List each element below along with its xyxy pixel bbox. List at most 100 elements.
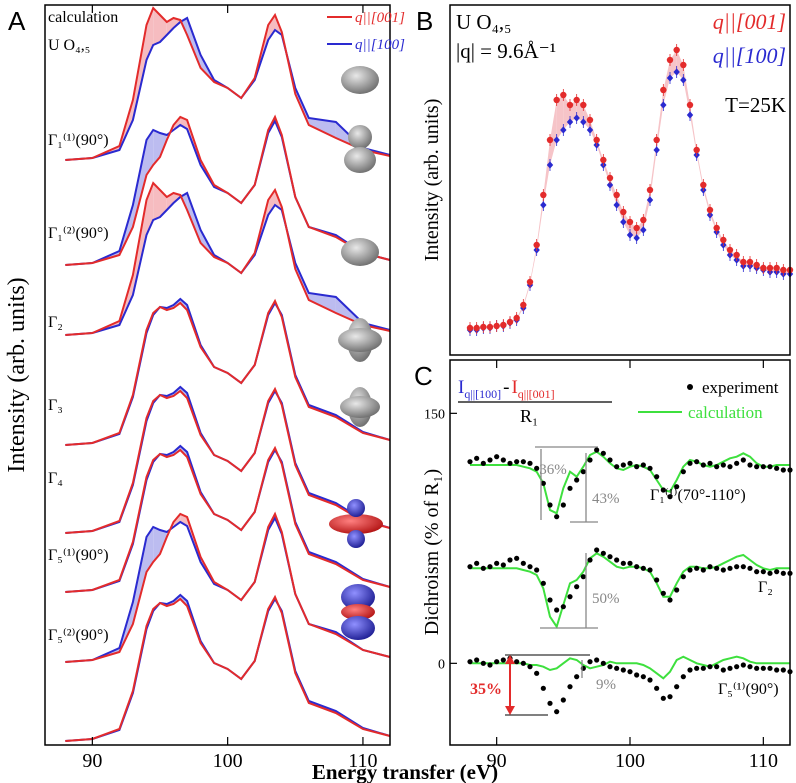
data-point [647,677,653,683]
legend-label: q||[001] [355,10,405,26]
data-point [740,662,746,668]
data-point [553,96,560,104]
data-point [580,469,586,475]
data-point [620,208,627,216]
formula-part: - [503,377,509,398]
curve-label: Γ₂ [758,579,773,596]
difference-fill [268,15,275,40]
data-point [614,665,620,671]
data-point [487,564,493,570]
data-point [547,502,553,508]
data-point [514,659,520,665]
data-point [646,196,654,204]
data-point [547,597,553,603]
orbital-icon [338,328,382,352]
data-point [573,96,580,104]
data-point [540,201,547,209]
data-point [594,547,600,553]
difference-fill [146,527,154,572]
data-point [607,554,613,560]
data-point [580,101,587,109]
data-point [527,664,533,670]
curve-label: Γ₄ [48,470,63,487]
difference-fill [550,100,557,165]
data-point [720,462,726,468]
data-point [546,136,554,144]
data-point [674,684,680,690]
data-point [627,560,633,566]
data-point [634,464,640,470]
curve-label: Γ₅⁽¹⁾(90°) [48,547,109,564]
annotation: 50% [592,591,620,607]
difference-fill [543,140,550,205]
data-point [667,597,673,603]
difference-fill [166,193,174,210]
data-point [613,201,620,209]
data-point [467,564,473,570]
data-point [513,314,520,322]
difference-fill [160,190,167,217]
data-point [574,584,580,590]
data-point [654,474,660,480]
data-point [727,665,733,671]
data-point [500,457,506,463]
legend-label: experiment [702,378,779,397]
data-point [700,665,706,671]
data-point [727,565,733,571]
data-point [540,480,546,486]
data-point [714,565,720,571]
data-point [480,660,486,666]
legend-label: q||[001] [713,9,786,34]
data-point [687,567,693,573]
data-point [600,156,607,164]
data-point [606,181,614,189]
curve-label: Γ₁⁽¹⁾(70°-110°) [650,487,746,504]
data-point [480,565,486,571]
data-point [700,567,706,573]
data-point [467,659,473,665]
data-point [620,560,626,566]
data-point [494,659,500,665]
curve-label: Γ₁⁽¹⁾(90°) [48,132,109,149]
data-point [560,502,566,508]
annotation: U O₄,₅ [456,10,511,34]
data-point [734,564,740,570]
data-point [494,560,500,566]
curve [65,16,391,161]
data-point [534,670,540,676]
data-point [640,674,646,680]
data-point [726,246,734,254]
data-point [567,594,573,600]
panel-a-frame [44,4,391,746]
data-point [760,665,766,671]
data-point [700,462,706,468]
difference-fill [610,178,617,205]
data-point [740,564,746,570]
orbital-icon [340,396,380,418]
data-point [640,216,647,224]
data-point [647,567,653,573]
data-point [560,697,566,703]
orbital-icon [347,530,365,548]
difference-fill [153,183,160,220]
panel-b-frame [449,4,791,356]
formula-numerator: Iq||[100] - Iq||[001] [458,377,555,401]
data-point [660,695,666,701]
data-point [614,557,620,563]
data-point [566,101,574,109]
legend-label: calculation [688,403,763,422]
formula-part: I [511,377,517,398]
curve [65,298,391,446]
curve-label: Γ₂ [48,314,63,331]
data-point [653,146,660,154]
data-point [540,191,547,199]
orbital-icon [341,66,379,94]
curve [65,191,391,336]
data-point [540,580,546,586]
annotation: 36% [539,462,567,478]
data-point [587,557,593,563]
difference-fill [132,140,147,227]
data-point [780,467,786,473]
data-point [680,61,687,69]
data-point [674,587,680,593]
